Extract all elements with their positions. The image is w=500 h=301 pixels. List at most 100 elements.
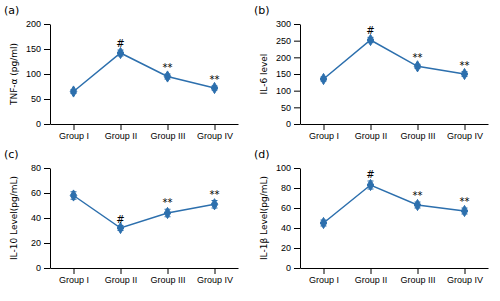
y-tick: 200 [26,19,50,29]
y-axis-title: IL-1β Level(pg/mL) [259,176,269,260]
x-tick-label: Group II [355,275,388,285]
x-axis-line [51,124,239,125]
annotation: ** [413,190,423,201]
y-tick: 60 [31,188,50,198]
y-tick-label: 0 [36,263,41,273]
y-tick: 300 [276,19,300,29]
x-tick-label: Group III [400,131,435,141]
y-tick-label: 100 [276,163,291,173]
y-tick-label: 60 [281,203,291,213]
x-axis-line [51,268,239,269]
marker [367,179,373,190]
y-tick-label: 200 [276,53,291,63]
x-tick-label: Group I [59,275,89,285]
y-tick-label: 0 [286,119,291,129]
marker [320,217,326,228]
y-tick: 80 [31,163,50,173]
marker [414,199,420,210]
x-tick-mark [215,124,216,130]
x-axis: Group I Group II Group III Group IV [301,124,489,141]
x-axis-line [301,268,489,269]
annotation: ** [460,60,470,71]
y-tick: 150 [276,69,300,79]
x-tick: Group I [309,268,339,285]
x-tick-label: Group II [355,131,388,141]
annotation: ** [413,52,423,63]
x-tick: Group III [400,124,435,141]
y-axis-line [50,169,51,269]
x-tick-mark [418,268,419,274]
annotation: ** [210,74,220,85]
y-tick-mark [44,243,50,244]
x-tick-mark [121,268,122,274]
y-tick: 0 [286,119,300,129]
x-tick-mark [74,124,75,130]
y-axis: 020406080100 [276,163,301,273]
y-tick: 20 [31,238,50,248]
panel-label: (b) [254,4,270,17]
y-tick: 100 [276,163,300,173]
x-tick-mark [465,124,466,130]
line [74,196,215,229]
annotation: # [366,25,374,36]
y-tick-mark [44,193,50,194]
y-tick-mark [294,248,300,249]
x-tick-mark [74,268,75,274]
annotation: # [366,169,374,180]
y-tick: 0 [36,119,50,129]
y-tick-label: 20 [281,243,291,253]
x-tick-label: Group II [105,275,138,285]
x-tick: Group II [355,124,388,141]
x-tick: Group I [59,124,89,141]
marks [70,190,217,234]
y-axis: 0 50 100 150 200 250 300 [276,19,301,129]
y-tick-mark [294,57,300,58]
x-axis: Group IGroup IIGroup IIIGroup IV [51,124,239,141]
y-tick: 50 [281,103,300,113]
y-tick-mark [44,74,50,75]
y-tick: 200 [276,53,300,63]
marker [117,47,123,58]
y-tick-label: 40 [281,223,291,233]
y-tick-mark [294,208,300,209]
marker [70,86,76,97]
x-tick-mark [371,124,372,130]
y-tick: 40 [31,213,50,223]
y-tick-label: 50 [31,94,41,104]
x-tick-label: Group I [309,131,339,141]
y-axis-title: IL-10 Level(pg/mL) [9,176,19,260]
y-tick-label: 100 [26,69,41,79]
x-tick-label: Group IV [197,275,233,285]
x-tick-label: Group III [150,275,185,285]
x-tick-mark [371,268,372,274]
x-tick-mark [215,268,216,274]
y-tick: 100 [276,86,300,96]
y-tick-label: 50 [281,103,291,113]
line [74,53,215,92]
y-axis: 050100150200 [26,19,51,129]
y-tick-mark [44,49,50,50]
x-tick: Group II [105,124,138,141]
x-tick: Group IV [447,124,483,141]
y-tick: 50 [31,94,50,104]
y-tick-mark [294,168,300,169]
marker [211,199,217,210]
y-tick-mark [294,41,300,42]
x-tick-label: Group I [59,131,89,141]
y-tick: 250 [276,36,300,46]
y-tick-mark [44,124,50,125]
panel: 050100150200250300Group IGroup IIGroup I… [254,4,489,141]
x-tick-mark [324,124,325,130]
y-tick-label: 200 [26,19,41,29]
y-tick: 0 [36,263,50,273]
x-tick: Group III [150,124,185,141]
annotation: # [116,214,124,225]
y-tick-mark [44,99,50,100]
y-tick-mark [294,91,300,92]
x-tick-label: Group III [400,275,435,285]
line [324,185,465,223]
y-tick: 60 [281,203,300,213]
panel-label: (a) [4,4,19,17]
y-axis-line [50,25,51,125]
x-tick-mark [121,124,122,130]
